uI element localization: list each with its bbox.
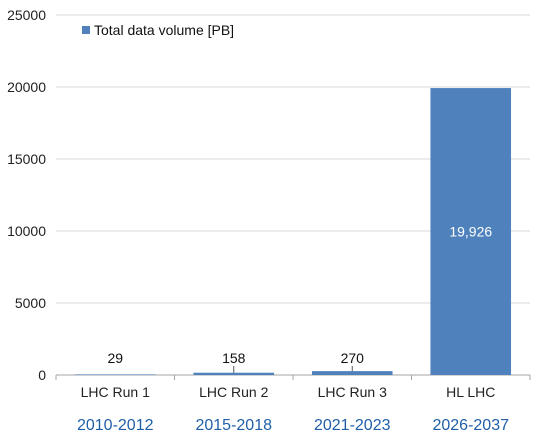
bar [430, 88, 512, 375]
period-label: 2015-2018 [195, 417, 272, 434]
y-tick-label: 15000 [7, 151, 46, 167]
bar [74, 374, 156, 375]
x-tick-label: LHC Run 1 [81, 384, 150, 400]
x-axis: LHC Run 1 2010-2012 LHC Run 2 2015-2018 LHC … [55, 375, 531, 434]
y-tick-label: 5000 [15, 295, 46, 311]
y-tick-label: 10000 [7, 223, 46, 239]
data-label: 19,926 [449, 224, 492, 240]
data-label: 270 [341, 350, 365, 366]
legend-label: Total data volume [PB] [94, 22, 234, 38]
legend: Total data volume [PB] [82, 22, 234, 38]
bar-series: 29 158 270 19,926 [74, 88, 512, 375]
legend-swatch [82, 26, 90, 34]
period-label: 2026-2037 [432, 417, 509, 434]
data-label: 158 [222, 350, 246, 366]
period-label: 2021-2023 [314, 417, 391, 434]
data-label: 29 [107, 350, 123, 366]
x-tick-label: LHC Run 2 [199, 384, 268, 400]
x-tick-label: HL LHC [446, 384, 495, 400]
y-axis: 0 5000 10000 15000 20000 25000 [7, 7, 46, 383]
y-tick-label: 25000 [7, 7, 46, 23]
bar [311, 371, 393, 375]
x-tick-label: LHC Run 3 [318, 384, 387, 400]
y-tick-label: 0 [38, 367, 46, 383]
bar [193, 372, 275, 375]
period-label: 2010-2012 [77, 417, 154, 434]
y-tick-label: 20000 [7, 79, 46, 95]
